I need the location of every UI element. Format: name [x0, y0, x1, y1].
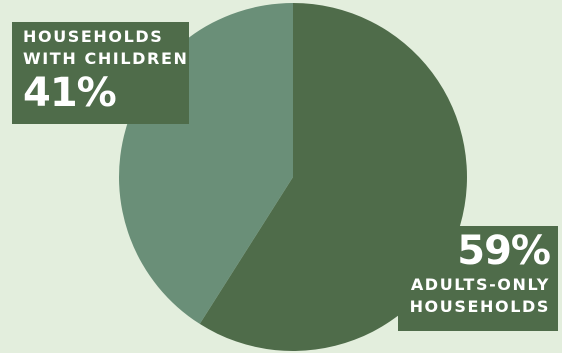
label-adults-only-households: 59% ADULTS-ONLY HOUSEHOLDS — [398, 226, 558, 331]
label-households-with-children: HOUSEHOLDS WITH CHILDREN 41% — [12, 22, 189, 124]
slice-label-adults: ADULTS-ONLY HOUSEHOLDS — [409, 275, 550, 316]
slice-value-children: 41% — [23, 70, 117, 116]
slice-label-children: HOUSEHOLDS WITH CHILDREN — [23, 27, 189, 68]
slice-value-adults: 59% — [457, 228, 551, 274]
